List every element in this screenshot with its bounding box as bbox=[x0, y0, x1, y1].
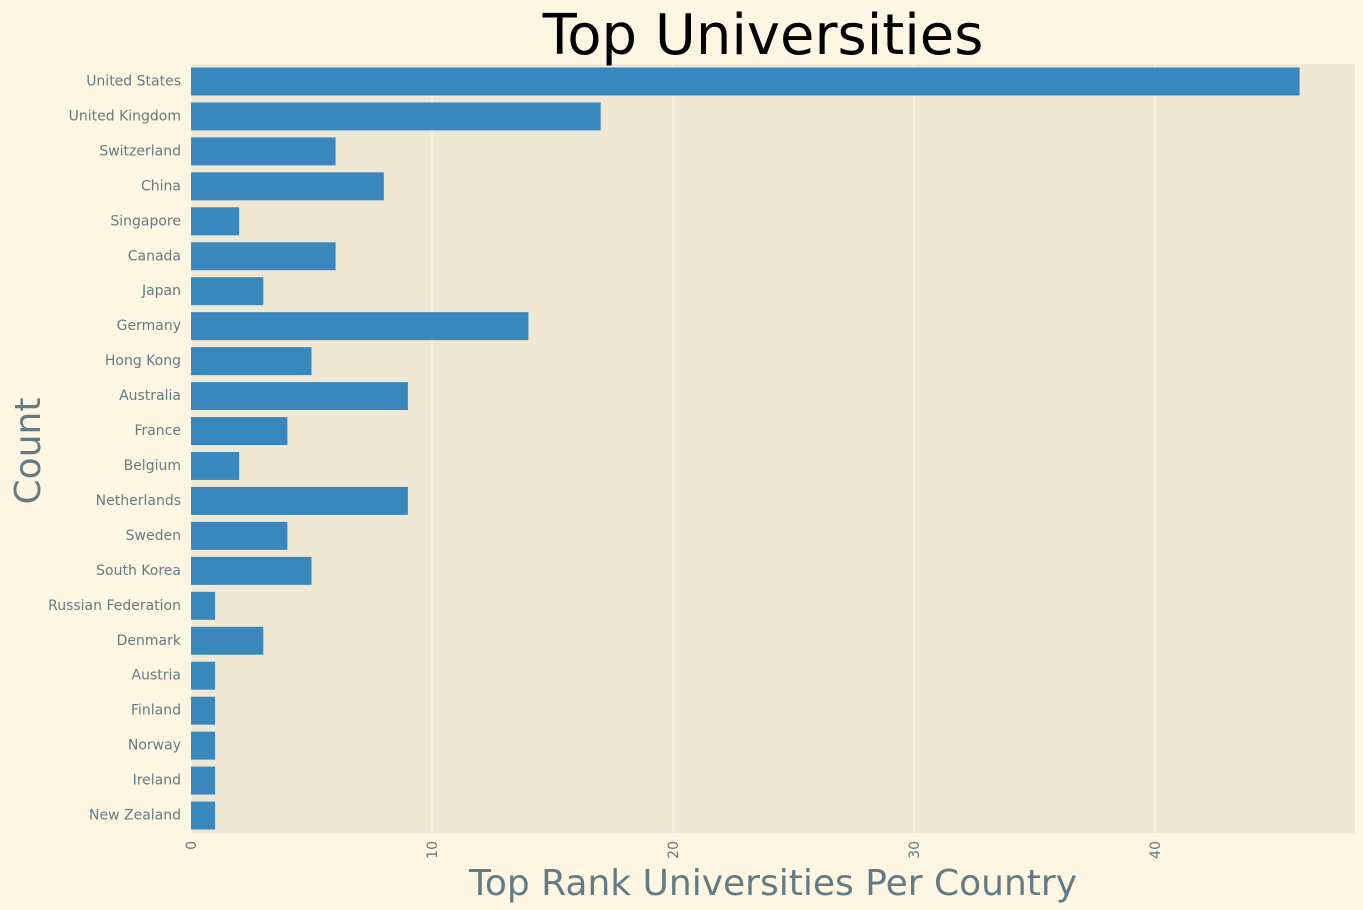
x-tick-label: 10 bbox=[425, 841, 441, 859]
y-axis-label: Count bbox=[8, 398, 49, 505]
y-tick-label: United States bbox=[86, 73, 181, 89]
y-tick-label: Sweden bbox=[126, 528, 181, 544]
bar-united-kingdom bbox=[191, 102, 601, 131]
bar-south-korea bbox=[191, 556, 312, 585]
x-axis-label: Top Rank Universities Per Country bbox=[468, 863, 1077, 904]
y-tick-label: Switzerland bbox=[99, 143, 181, 159]
bar-singapore bbox=[191, 207, 240, 236]
y-tick-label: Austria bbox=[132, 668, 181, 684]
bar-austria bbox=[191, 661, 216, 690]
y-tick-label: Finland bbox=[131, 703, 181, 719]
bar-hong-kong bbox=[191, 347, 312, 376]
y-tick-label: South Korea bbox=[96, 563, 181, 579]
plot-background bbox=[191, 64, 1355, 833]
x-tick-label: 20 bbox=[666, 841, 682, 859]
bar-china bbox=[191, 172, 384, 201]
y-tick-label: Germany bbox=[117, 318, 181, 334]
chart-title: Top Universities bbox=[542, 3, 984, 68]
y-tick-label: New Zealand bbox=[89, 808, 181, 824]
y-tick-label: Netherlands bbox=[96, 493, 181, 509]
bar-switzerland bbox=[191, 137, 336, 166]
y-tick-label: Japan bbox=[141, 283, 181, 299]
bar-japan bbox=[191, 277, 264, 306]
y-tick-labels: United States United Kingdom Switzerland Ch… bbox=[48, 73, 182, 823]
x-tick-label: 40 bbox=[1148, 841, 1164, 859]
y-tick-label: Australia bbox=[119, 388, 181, 404]
y-tick-label: United Kingdom bbox=[69, 108, 181, 124]
y-tick-label: France bbox=[134, 423, 181, 439]
y-tick-label: Belgium bbox=[124, 458, 181, 474]
bar-finland bbox=[191, 696, 216, 725]
y-tick-label: Canada bbox=[128, 248, 181, 264]
x-tick-labels: 0 10 20 30 40 bbox=[184, 841, 1164, 859]
bar-ireland bbox=[191, 766, 216, 795]
bar-sweden bbox=[191, 521, 288, 550]
bar-norway bbox=[191, 731, 216, 760]
bar-new-zealand bbox=[191, 801, 216, 830]
bar-denmark bbox=[191, 626, 264, 655]
y-tick-label: Singapore bbox=[110, 213, 181, 229]
y-tick-label: Norway bbox=[128, 738, 181, 754]
x-tick-label: 0 bbox=[184, 841, 200, 850]
bar-netherlands bbox=[191, 486, 408, 515]
bar-united-states bbox=[191, 67, 1300, 96]
bar-belgium bbox=[191, 451, 240, 480]
bars bbox=[191, 67, 1300, 830]
x-tick-label: 30 bbox=[907, 841, 923, 859]
bar-russian-federation bbox=[191, 591, 216, 620]
bar-canada bbox=[191, 242, 336, 271]
y-tick-label: Ireland bbox=[133, 773, 181, 789]
y-tick-label: Russian Federation bbox=[48, 598, 181, 614]
y-tick-label: Hong Kong bbox=[105, 353, 181, 369]
bar-australia bbox=[191, 382, 408, 411]
y-tick-label: Denmark bbox=[117, 633, 182, 649]
bar-germany bbox=[191, 312, 529, 341]
bar-france bbox=[191, 417, 288, 446]
y-tick-label: China bbox=[141, 178, 181, 194]
